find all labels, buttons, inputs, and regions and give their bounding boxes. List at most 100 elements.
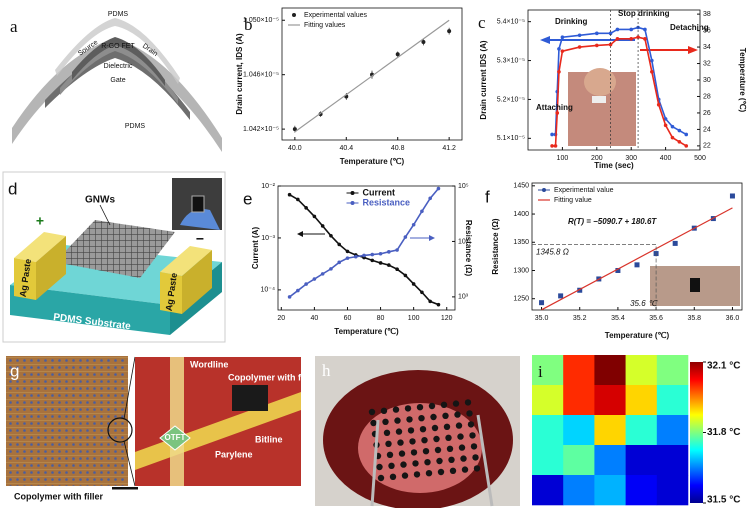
legend-label: Fitting values [304,22,346,29]
legend-label: Fitting value [554,197,592,204]
x-tick-label: 300 [625,155,637,162]
point [395,248,399,252]
sensor-dot [437,468,445,476]
point [420,290,424,295]
colorbar [690,362,703,503]
heatmap-cell [625,355,658,386]
x-tick-label: 35.8 [687,315,701,322]
sensor-dot [401,472,409,479]
sensor-dot [442,412,449,419]
heatmap-cell [625,475,658,506]
heatmap-cell [625,385,658,416]
x-axis-label: Temperature (℃) [605,331,670,340]
point [395,267,399,272]
point [345,256,350,260]
ag-paste-top [160,246,212,276]
inset-glove [180,209,220,230]
series-line [541,207,733,311]
point [577,33,582,38]
heatmap-cell [656,355,689,386]
point [296,197,300,202]
panel-c-inset [540,36,698,146]
sensor-dot [382,418,389,425]
x-tick-label: 35.2 [573,315,587,322]
arrowhead [540,36,550,44]
panel-e-arrows [297,231,435,241]
y2-tick-label: 10⁴ [458,238,469,245]
sensor-dot [457,433,464,440]
point [287,295,292,299]
point [304,206,308,210]
y-tick-label: 1450 [513,183,529,190]
x-tick-label: 35.6 [649,315,663,322]
point [447,29,452,34]
point [650,58,654,63]
point [670,135,675,140]
sensor-dot [424,459,431,466]
point [370,252,375,257]
point [296,288,300,293]
gate-layer [45,48,190,120]
y2-tick-label: 10³ [458,294,469,301]
sensor-dot [470,443,478,450]
x-tick-label: 35.4 [611,315,625,322]
series-line [289,194,439,306]
arrowhead [297,231,303,237]
y-tick-label: 10⁻⁴ [261,287,276,294]
sensor-dot [449,467,457,474]
panel-label: e [243,189,252,208]
y2-tick-label: 28 [703,93,711,100]
point [411,222,416,227]
point [553,144,558,148]
point [436,186,441,191]
y2-tick-label: 22 [703,143,711,150]
panel-label: g [10,361,19,380]
x-tick-label: 36.0 [726,315,740,322]
heatmap-cell [625,415,658,446]
x-tick-label: 100 [557,155,569,162]
x-tick-label: 40.4 [339,145,353,152]
point [550,132,554,137]
point [320,224,325,228]
annotation: R(T) = −5090.7 + 180.6T [568,217,657,226]
point [677,128,682,133]
sensor-dot [398,450,406,457]
y-tick-label: 1300 [513,267,529,274]
inset-device [690,278,700,292]
sensor-dot [412,460,419,467]
point [320,272,325,276]
y-tick-label: 1250 [513,296,529,303]
sensor-dot [397,439,404,446]
point [312,214,317,219]
sensor-dot [440,401,448,408]
point [403,235,408,239]
sensor-dot [454,411,461,418]
point [629,37,633,41]
point [636,35,640,39]
y2-tick-label: 36 [703,27,711,34]
point [378,251,383,256]
sensor-dot [376,463,383,471]
y2-tick-label: 26 [703,110,711,117]
schematic [135,357,301,486]
sensor-dot [385,440,392,447]
point [287,192,292,197]
copolymer-block [232,385,268,411]
sensor-dot [386,451,394,458]
plot-frame [531,182,743,311]
polarity-label: + [36,213,44,229]
x-tick-label: 41.2 [442,145,456,152]
wordline-strip [170,357,184,486]
y-tick-label: 1350 [513,239,529,246]
sensor-dot [425,470,433,477]
point [304,282,308,286]
point [656,102,661,107]
heatmap-cell [594,445,626,476]
legend-marker [292,13,296,17]
heatmap-cell [656,385,689,416]
point [684,132,689,137]
panel-d: d GNWs Ag Paste + Ag Paste − PDMS Substr… [2,171,226,343]
y-axis-label: Drain current, IDS (A) [235,33,244,115]
y-tick-label: 5.3×10⁻⁵ [497,57,525,64]
